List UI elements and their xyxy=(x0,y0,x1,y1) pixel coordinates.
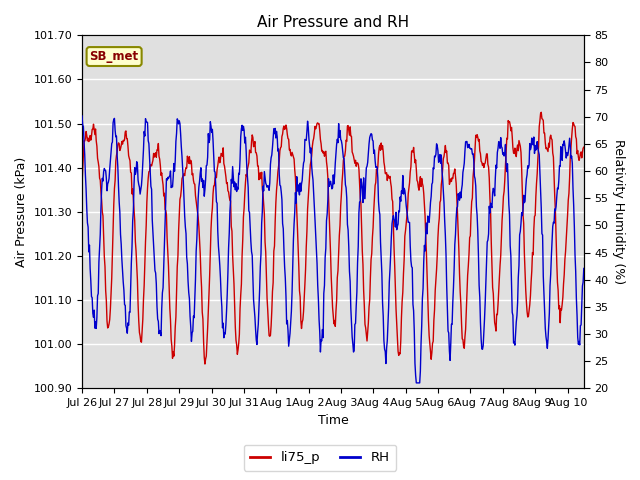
Y-axis label: Relativity Humidity (%): Relativity Humidity (%) xyxy=(612,139,625,284)
Text: SB_met: SB_met xyxy=(90,50,139,63)
Legend: li75_p, RH: li75_p, RH xyxy=(244,445,396,471)
Y-axis label: Air Pressure (kPa): Air Pressure (kPa) xyxy=(15,156,28,267)
Title: Air Pressure and RH: Air Pressure and RH xyxy=(257,15,409,30)
X-axis label: Time: Time xyxy=(317,414,348,427)
